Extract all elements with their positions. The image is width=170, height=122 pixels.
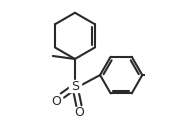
Text: O: O: [74, 106, 84, 119]
Text: O: O: [51, 95, 61, 108]
Text: S: S: [71, 80, 79, 93]
Bar: [50, 96, 62, 107]
Bar: [69, 81, 81, 92]
Bar: [73, 107, 85, 118]
